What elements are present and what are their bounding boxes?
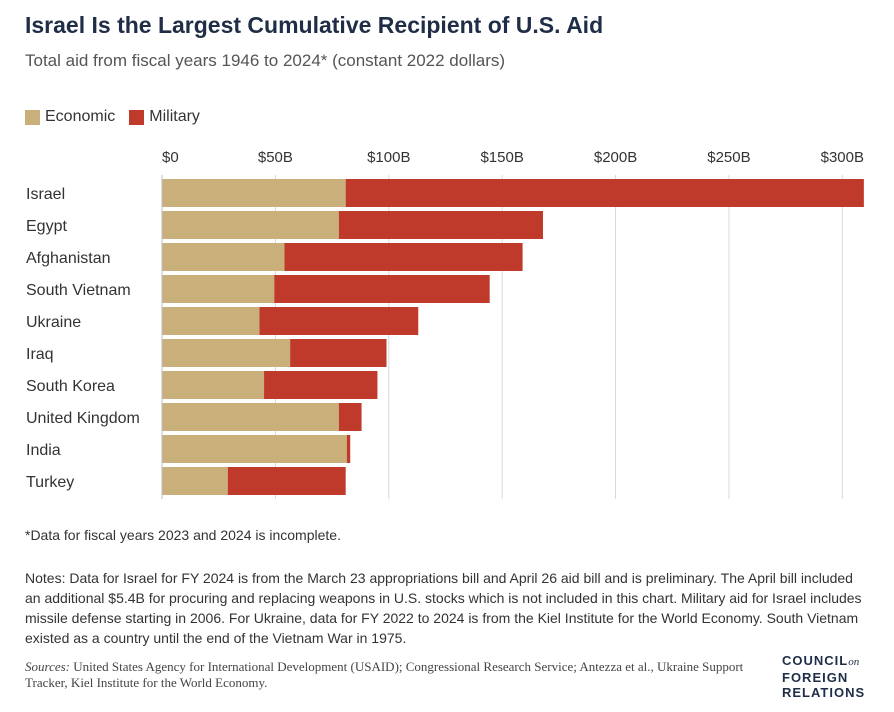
chart-subtitle: Total aid from fiscal years 1946 to 2024…	[25, 51, 506, 70]
legend-swatch-economic	[25, 109, 40, 125]
category-label: United Kingdom	[26, 410, 140, 427]
legend-label-military: Military	[149, 108, 200, 125]
chart-title: Israel Is the Largest Cumulative Recipie…	[25, 12, 604, 38]
x-tick-label: $100B	[367, 149, 410, 166]
notes: Notes: Data for Israel for FY 2024 is fr…	[25, 570, 862, 646]
category-label: South Korea	[26, 378, 115, 395]
x-tick-label: $200B	[594, 149, 637, 166]
bar-military	[338, 211, 543, 239]
category-label: South Vietnam	[26, 282, 131, 299]
bar-economic	[162, 179, 346, 207]
logo-line-relations: RELATIONS	[782, 685, 866, 700]
bar-economic	[162, 371, 265, 399]
bar-military	[345, 179, 864, 207]
x-tick-label: $0	[162, 149, 179, 166]
legend-item-military: Military	[129, 108, 200, 126]
bar-economic	[162, 211, 339, 239]
bar-economic	[162, 275, 275, 303]
logo-line-foreign: FOREIGN	[782, 670, 849, 685]
legend-swatch-military	[129, 109, 145, 125]
legend-item-economic: Economic	[25, 108, 115, 126]
bar-economic	[162, 467, 228, 495]
bar-economic	[162, 339, 291, 367]
category-label: Iraq	[26, 346, 54, 363]
chart-legend: Economic Military	[25, 108, 214, 126]
category-label: Egypt	[26, 218, 67, 235]
x-tick-label: $300B	[821, 149, 864, 166]
bar-economic	[162, 403, 339, 431]
bar-economic	[162, 435, 347, 463]
bar-military	[227, 467, 346, 495]
bar-military	[284, 243, 523, 271]
bar-chart: $0 $50B $100B $150B $200B $250B $300B Israel Egy…	[26, 149, 864, 499]
legend-label-economic: Economic	[45, 108, 116, 125]
bar-military	[264, 371, 378, 399]
logo-line-council: COUNCIL	[782, 653, 849, 668]
bar-military	[274, 275, 490, 303]
sources: Sources: United States Agency for Intern…	[25, 659, 770, 691]
bar-military	[290, 339, 387, 367]
bar-military	[338, 403, 362, 431]
x-tick-label: $50B	[258, 149, 293, 166]
category-label: Turkey	[26, 474, 74, 491]
bar-economic	[162, 243, 285, 271]
bar-military	[259, 307, 419, 335]
sources-label: Sources:	[25, 659, 71, 674]
category-label: India	[26, 442, 61, 459]
logo-word-on: on	[848, 656, 860, 668]
category-label: Afghanistan	[26, 250, 111, 267]
cfr-logo: COUNCILon FOREIGN RELATIONS	[782, 653, 882, 700]
bar-military	[346, 435, 351, 463]
x-tick-label: $250B	[707, 149, 750, 166]
x-tick-label: $150B	[480, 149, 523, 166]
bar-economic	[162, 307, 260, 335]
sources-text: United States Agency for International D…	[25, 659, 744, 690]
category-label: Israel	[26, 186, 65, 203]
footnote: *Data for fiscal years 2023 and 2024 is …	[25, 527, 341, 543]
category-label: Ukraine	[26, 314, 81, 331]
